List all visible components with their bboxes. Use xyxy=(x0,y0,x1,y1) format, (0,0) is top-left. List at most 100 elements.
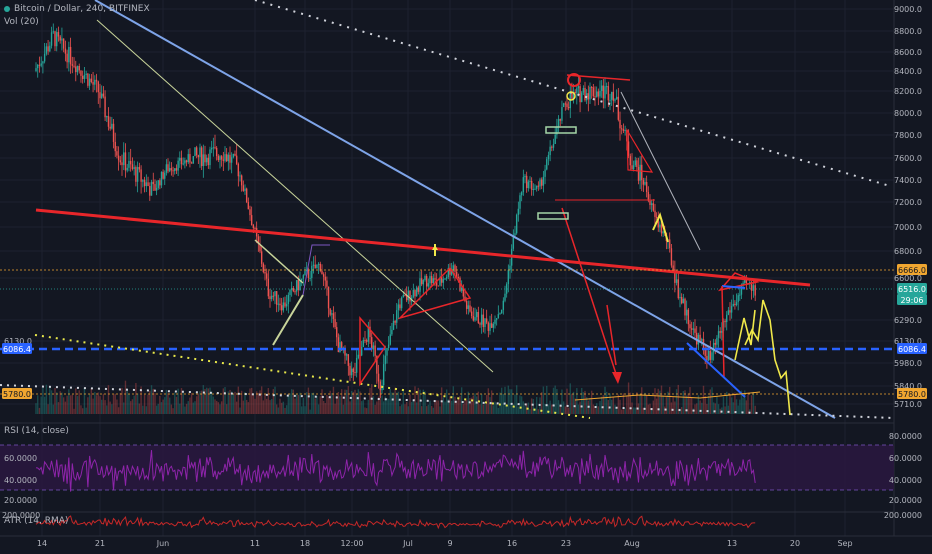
time-axis[interactable]: 14 21 Jun 11 18 12:00 Jul 9 16 23 Aug 13 20 Sep xyxy=(37,539,853,548)
candle-body xyxy=(124,152,127,171)
red-vertical[interactable] xyxy=(721,285,725,379)
candle-body xyxy=(277,303,280,305)
volume-bar xyxy=(552,387,555,414)
candle-body xyxy=(597,91,600,97)
volume-bar xyxy=(155,405,158,414)
volume-bar xyxy=(409,394,411,414)
red-arrow-2-line[interactable] xyxy=(606,304,617,366)
red-circle-marker[interactable] xyxy=(567,73,581,87)
volume-bar xyxy=(699,400,701,414)
volume-bar xyxy=(619,399,621,414)
atr-label[interactable]: ATR (14, RMA) xyxy=(4,516,69,526)
candle-body xyxy=(150,181,153,196)
candle-body xyxy=(682,298,685,304)
volume-bar xyxy=(424,391,426,414)
candle-body xyxy=(552,144,555,148)
volume-bar xyxy=(345,389,348,414)
candle-body xyxy=(394,320,396,323)
candle-body xyxy=(360,346,363,356)
volume-bar xyxy=(739,399,741,414)
yellow-zigzag-1[interactable] xyxy=(652,212,669,243)
candle-body xyxy=(754,285,756,296)
flag-line-2[interactable] xyxy=(272,294,304,346)
red-triangle-1[interactable] xyxy=(359,315,386,387)
candle-body xyxy=(592,87,595,97)
volume-ma xyxy=(574,391,761,401)
volume-bar xyxy=(347,386,350,414)
yellow-projection[interactable] xyxy=(744,299,791,416)
blue-trendline[interactable] xyxy=(94,0,836,419)
price-tick-label: 6600.0 xyxy=(894,274,922,283)
volume-bar xyxy=(250,387,253,414)
grey-trendline[interactable] xyxy=(620,91,701,251)
red-triangle-4[interactable] xyxy=(717,272,760,292)
volume-bar xyxy=(245,399,248,414)
yellow-projection-2[interactable] xyxy=(734,309,756,361)
price-axis[interactable]: 9000.0 8800.0 8600.0 8400.0 8200.0 8000.0 7800… xyxy=(894,5,922,409)
yellow-dotted-support[interactable] xyxy=(34,334,591,419)
volume-bar xyxy=(107,385,110,414)
flag-line-1[interactable] xyxy=(254,239,304,284)
candle-body xyxy=(465,300,468,309)
volume-bar xyxy=(732,402,734,414)
volume-bar xyxy=(754,405,756,414)
volume-bar xyxy=(87,397,89,414)
volume-bar xyxy=(540,392,543,414)
volume-bar xyxy=(682,390,685,414)
candle-body xyxy=(492,323,495,328)
box-2[interactable] xyxy=(537,212,569,220)
candle-body xyxy=(711,352,713,360)
candle-body xyxy=(362,339,365,347)
purple-box[interactable] xyxy=(302,244,330,296)
volume-bar xyxy=(659,390,661,414)
volume-bar xyxy=(264,394,266,414)
red-triangle-2[interactable] xyxy=(397,266,472,320)
candle-body xyxy=(202,154,205,167)
candle-body xyxy=(689,324,691,329)
volume-bar xyxy=(285,405,288,414)
volume-label[interactable]: Vol (20) xyxy=(4,17,39,27)
candle-body xyxy=(449,267,451,275)
candle-body xyxy=(537,185,540,187)
candle-body xyxy=(564,103,567,105)
blue-line-bottom[interactable] xyxy=(686,342,746,398)
candle-body xyxy=(670,248,673,266)
blue-box-top[interactable] xyxy=(721,285,746,289)
candle-body xyxy=(59,36,61,41)
yellow-circle-marker[interactable] xyxy=(566,91,576,101)
candle-body xyxy=(429,276,431,284)
box-1[interactable] xyxy=(545,126,577,134)
candle-body xyxy=(489,323,491,331)
volume-bar xyxy=(417,387,420,414)
price-tick-label: 5710.0 xyxy=(894,400,922,409)
candle-body xyxy=(735,302,738,306)
volume-bar xyxy=(334,403,336,414)
candle-body xyxy=(425,276,428,287)
candle-body xyxy=(400,297,403,309)
drawings[interactable] xyxy=(0,0,895,419)
rsi-line xyxy=(35,450,756,492)
volume-bar xyxy=(197,393,200,414)
volume-bar xyxy=(475,396,478,414)
candle-body xyxy=(399,304,401,309)
candle-body xyxy=(339,342,341,353)
volume-bar xyxy=(487,388,490,414)
candle-body xyxy=(645,182,648,193)
volume-bar xyxy=(589,397,591,414)
red-triangle-3[interactable] xyxy=(626,127,654,173)
yellow-green-trendline[interactable] xyxy=(96,19,494,373)
volume-bar xyxy=(280,402,283,414)
candle-body xyxy=(594,96,596,98)
volume-bar xyxy=(600,396,603,414)
candle-body xyxy=(317,263,320,265)
candle-body xyxy=(259,243,261,252)
volume-bar xyxy=(412,399,415,414)
volume-bar xyxy=(149,390,151,414)
candle-body xyxy=(434,278,436,280)
red-resistance-trendline[interactable] xyxy=(35,208,811,287)
red-arrow-line[interactable] xyxy=(561,207,619,381)
volume-bar xyxy=(179,403,181,414)
rsi-label[interactable]: RSI (14, close) xyxy=(4,426,69,436)
